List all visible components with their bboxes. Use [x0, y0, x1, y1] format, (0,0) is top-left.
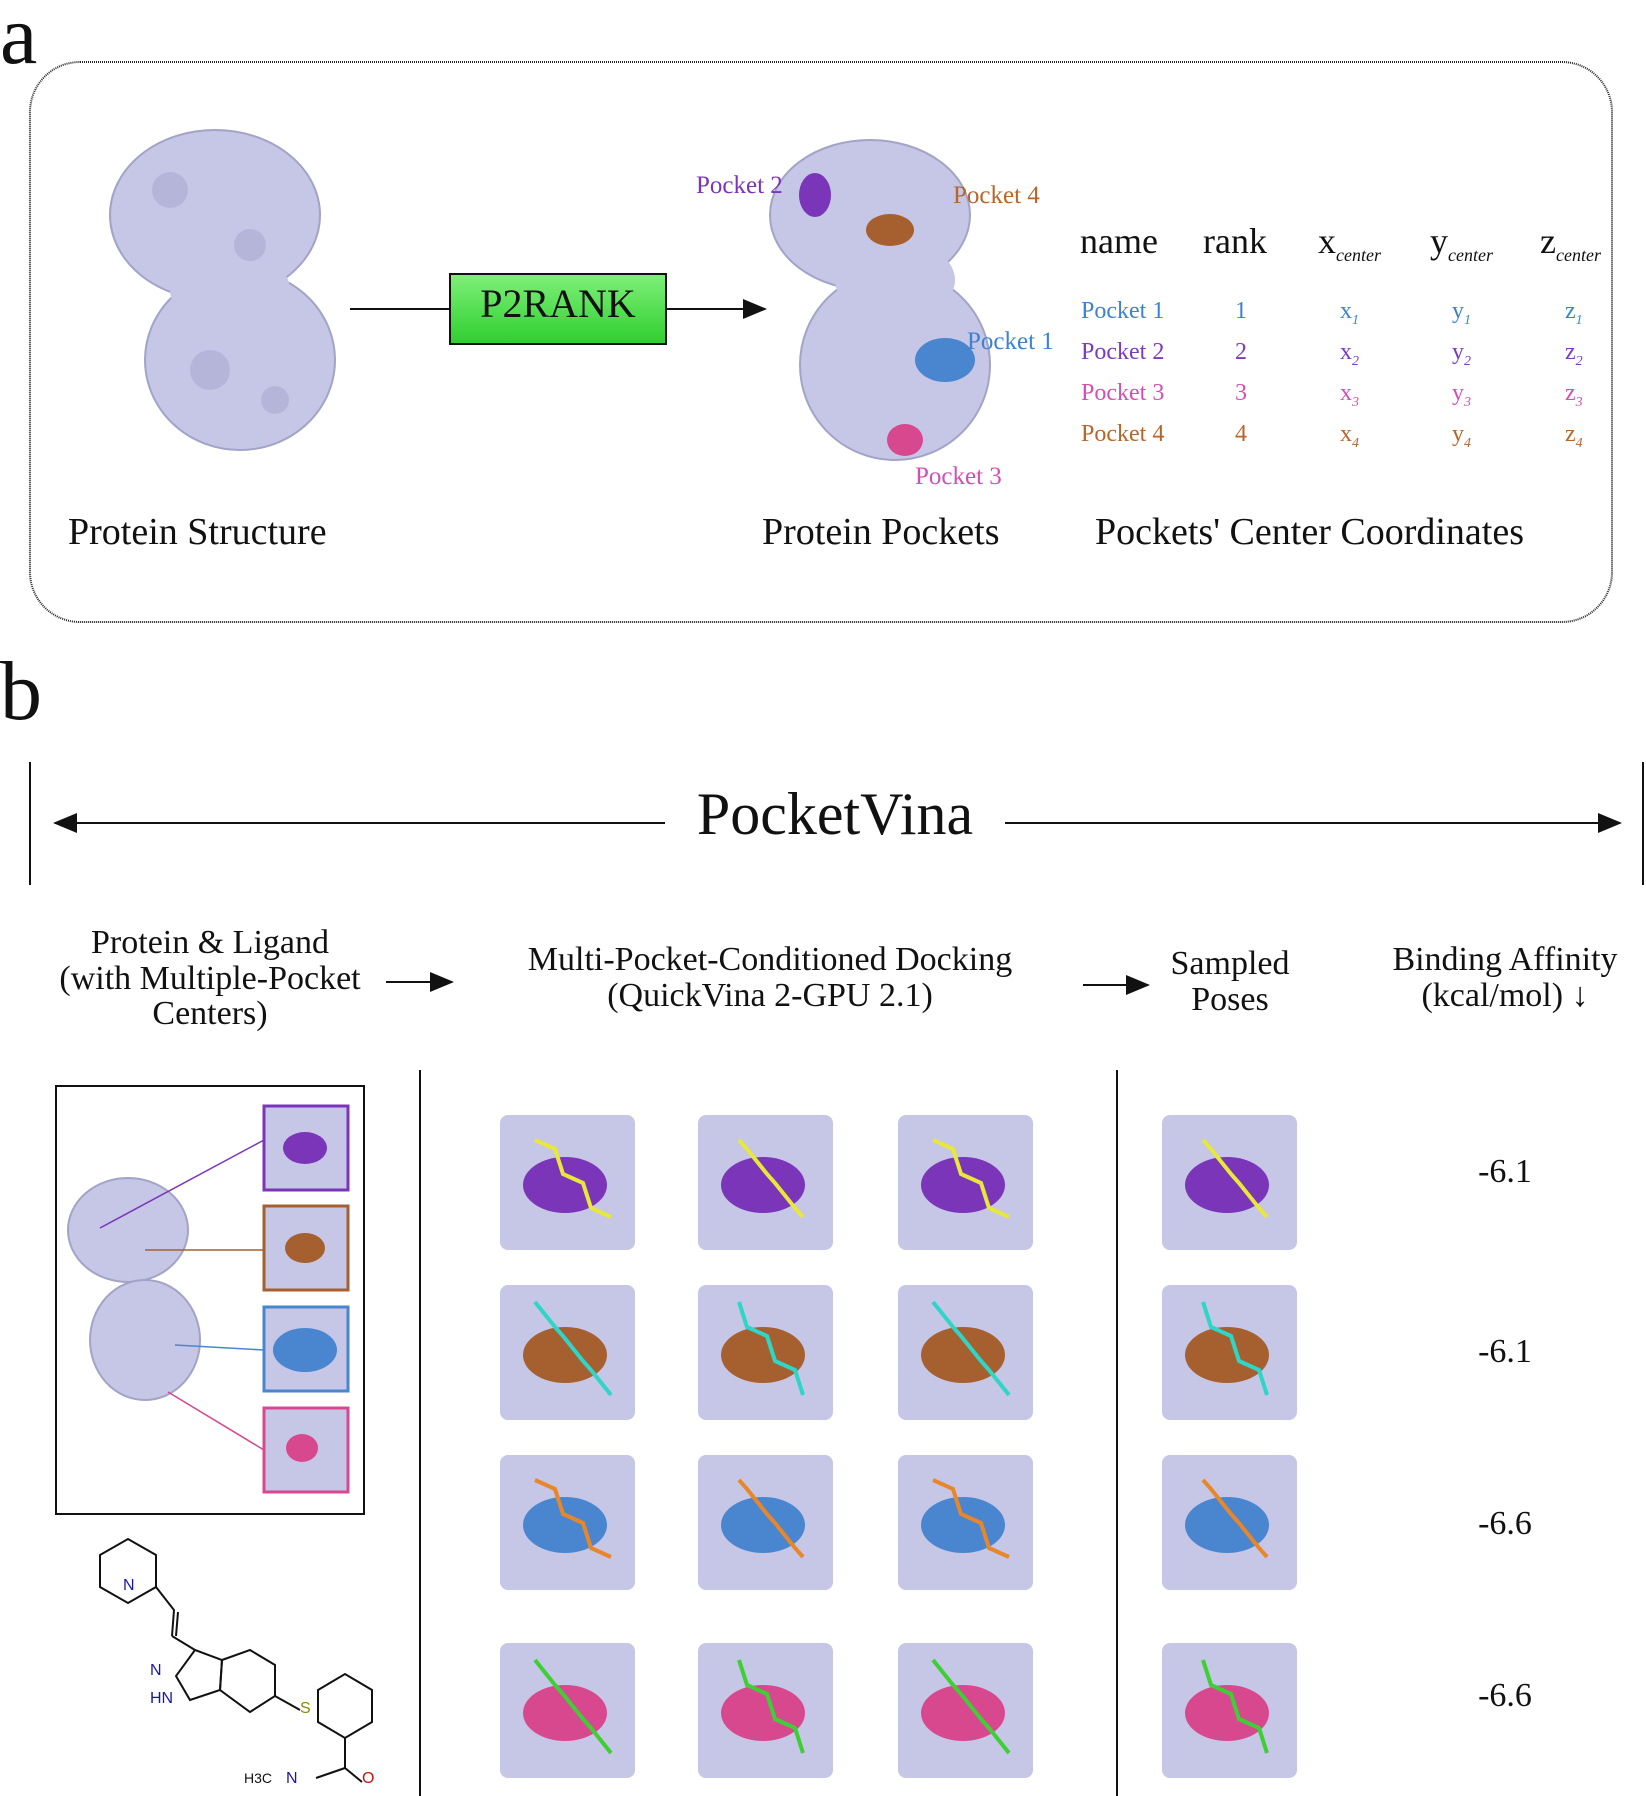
atom-o: O [362, 1770, 375, 1787]
affinity-row-2: -6.1 [1478, 1333, 1532, 1370]
col-y: ycenter [1430, 221, 1493, 266]
atom-n-pyridine: N [123, 1577, 135, 1594]
docking-tiles [500, 1115, 1297, 1778]
table-cell-name: Pocket 4 [1081, 421, 1165, 447]
panel-a-letter: a [0, 0, 38, 82]
table-cell-x: x3 [1340, 380, 1359, 410]
table-cell-x: x1 [1340, 298, 1359, 328]
docking-pose-tile [898, 1643, 1033, 1778]
table-cell-name: Pocket 3 [1081, 380, 1165, 406]
input-protein-image [67, 1177, 201, 1401]
table-cell-y: y4 [1452, 421, 1471, 451]
protein-pockets-image [769, 139, 991, 461]
p2rank-box [449, 273, 667, 345]
header-affinity: Binding Affinity (kcal/mol) ↓ [1392, 941, 1618, 1014]
pocketvina-title: PocketVina [696, 781, 974, 847]
table-cell-x: x2 [1340, 339, 1359, 369]
pocket-1-label: Pocket 1 [967, 328, 1054, 355]
docking-pose-tile [898, 1455, 1033, 1590]
table-cell-y: y2 [1452, 339, 1471, 369]
atom-nh: HN [150, 1690, 174, 1707]
caption-pockets: Protein Pockets [762, 511, 1000, 553]
atom-s: S [300, 1700, 311, 1717]
docking-pose-tile [698, 1285, 833, 1420]
docking-pose-tile [698, 1643, 833, 1778]
header-input: Protein & Ligand (with Multiple-Pocket Cen… [59, 924, 361, 1033]
header-poses: Sampled Poses [1170, 945, 1290, 1018]
table-cell-z: z4 [1565, 421, 1583, 451]
table-cell-rank: 3 [1235, 380, 1247, 406]
docking-pose-tile [898, 1115, 1033, 1250]
sampled-pose-tile [1162, 1115, 1297, 1250]
table-cell-y: y1 [1452, 298, 1471, 328]
docking-pose-tile [698, 1115, 833, 1250]
pocket-4-label: Pocket 4 [953, 182, 1040, 209]
docking-pose-tile [500, 1455, 635, 1590]
table-cell-rank: 2 [1235, 339, 1247, 365]
caption-coords: Pockets' Center Coordinates [1095, 511, 1524, 553]
table-cell-rank: 4 [1235, 421, 1247, 447]
sampled-pose-tile [1162, 1285, 1297, 1420]
docking-pose-tile [698, 1455, 833, 1590]
affinity-row-1: -6.1 [1478, 1153, 1532, 1190]
atom-n-indazole: N [150, 1662, 162, 1679]
p2rank-label: P2RANK [480, 281, 636, 326]
pocket-3-label: Pocket 3 [915, 463, 1002, 490]
atom-n-amide: N [286, 1770, 298, 1787]
ligand-2d-structure [99, 1537, 373, 1783]
docking-pose-tile [500, 1115, 635, 1250]
col-x: xcenter [1318, 221, 1381, 266]
docking-pose-tile [898, 1285, 1033, 1420]
pocket-zoom-boxes [99, 1104, 350, 1494]
table-cell-z: z1 [1565, 298, 1583, 328]
caption-structure: Protein Structure [68, 511, 327, 553]
panel-a-frame [29, 61, 1613, 623]
pocket-2-label: Pocket 2 [696, 172, 783, 199]
table-cell-rank: 1 [1235, 298, 1247, 324]
input-protein-box [55, 1085, 365, 1515]
header-docking: Multi-Pocket-Conditioned Docking (QuickVi… [527, 941, 1013, 1014]
affinity-row-3: -6.6 [1478, 1505, 1532, 1542]
docking-pose-tile [500, 1643, 635, 1778]
table-cell-name: Pocket 1 [1081, 298, 1165, 324]
sampled-pose-tile [1162, 1455, 1297, 1590]
panel-b-letter: b [0, 645, 42, 738]
protein-structure-image [109, 129, 336, 451]
table-cell-z: z3 [1565, 380, 1583, 410]
docking-pose-tile [500, 1285, 635, 1420]
table-cell-y: y3 [1452, 380, 1471, 410]
table-cell-x: x4 [1340, 421, 1359, 451]
col-rank: rank [1203, 221, 1267, 261]
col-z: zcenter [1540, 221, 1601, 266]
sampled-pose-tile [1162, 1643, 1297, 1778]
atom-ch3: H3C [244, 1770, 273, 1786]
table-cell-z: z2 [1565, 339, 1583, 369]
table-cell-name: Pocket 2 [1081, 339, 1165, 365]
affinity-row-4: -6.6 [1478, 1677, 1532, 1714]
col-name: name [1080, 221, 1158, 261]
